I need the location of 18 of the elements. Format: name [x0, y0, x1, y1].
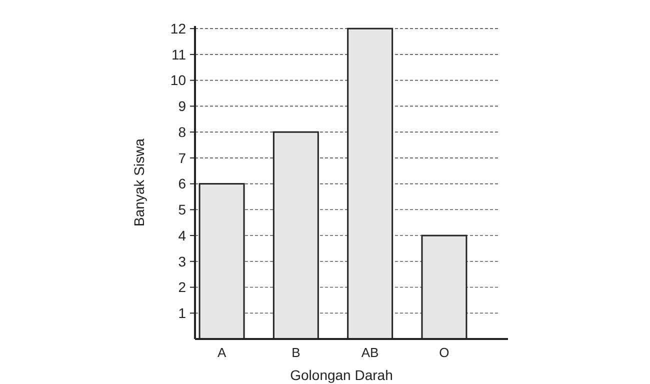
- y-tick-label: 10: [170, 72, 186, 88]
- x-tick-label: B: [292, 345, 300, 360]
- x-tick-label: A: [217, 345, 226, 360]
- x-axis-title: Golongan Darah: [290, 367, 393, 383]
- x-tick-label: O: [439, 345, 450, 360]
- x-tick-label: AB: [361, 345, 379, 360]
- y-tick-label: 12: [170, 20, 186, 36]
- y-tick-label: 2: [178, 279, 186, 296]
- y-tick-label: 9: [178, 98, 186, 114]
- y-tick-label: 5: [178, 202, 186, 218]
- y-tick-label: 7: [178, 150, 186, 166]
- y-tick-label: 3: [178, 253, 186, 270]
- y-tick-label: 11: [171, 46, 186, 62]
- y-tick-label: 4: [178, 227, 186, 244]
- y-axis-title: Banyak Siswa: [131, 138, 147, 226]
- y-tick-label: 8: [178, 124, 186, 140]
- y-tick-label: 6: [178, 176, 186, 192]
- y-tick-label: 1: [178, 305, 186, 322]
